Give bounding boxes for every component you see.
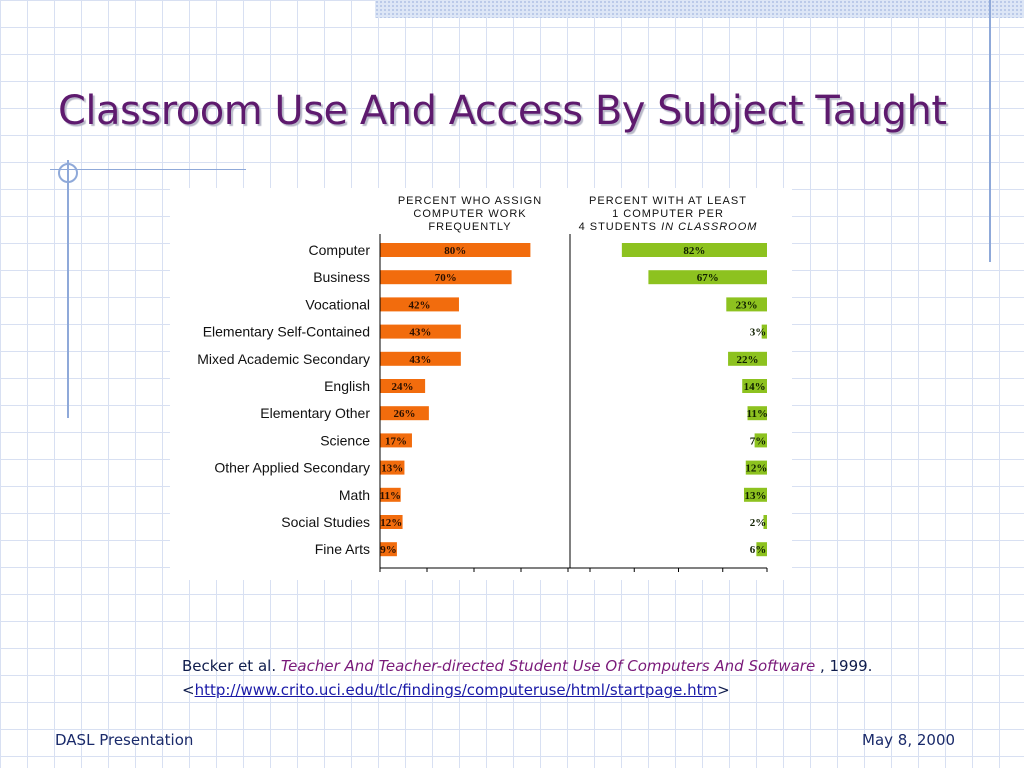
left-bar [380,379,426,393]
right-bar-label: 2% [750,517,767,529]
left-bar-label: 43% [409,327,431,339]
left-bar [380,487,401,502]
left-bar [380,460,405,475]
right-bar-label: 11% [747,408,768,420]
right-bar [743,487,767,502]
category-label: Elementary Other [260,405,370,421]
left-bar-label: 13% [381,463,403,475]
left-accent-line [67,160,69,418]
category-label: Computer [309,242,371,258]
category-label: Business [313,269,370,285]
category-label: Fine Arts [315,541,370,557]
left-bar-label: 12% [380,517,402,529]
right-bar [761,324,767,339]
left-bar [380,515,403,529]
right-bar-label: 7% [750,435,767,447]
category-label: Social Studies [281,514,370,530]
right-bar [726,297,767,312]
right-bar-label: 67% [697,272,719,284]
citation-line-2: <http://www.crito.uci.edu/tlc/findings/c… [182,678,872,702]
right-bar-label: 6% [750,544,767,556]
left-bar-label: 26% [393,408,415,420]
footer-right: May 8, 2000 [862,731,956,749]
category-label: Elementary Self-Contained [203,324,370,340]
right-bar-label: 12% [745,463,767,475]
circle-bullet-icon [58,163,78,183]
left-bar-label: 70% [435,272,457,284]
right-panel-header-line: 1 COMPUTER PER [612,208,724,220]
left-panel-header-line: FREQUENTLY [428,221,511,233]
category-label: English [324,378,370,394]
left-bar [380,406,429,421]
citation-year: , 1999. [819,657,873,675]
right-bar [747,406,767,421]
right-bar [742,379,767,393]
right-header-text: PERCENT WITH AT LEAST [589,195,747,207]
citation-open-bracket: < [182,681,195,699]
citation-line-1: Becker et al. Teacher And Teacher-direct… [182,654,872,678]
title-underline [50,169,246,170]
right-bar [648,270,767,285]
category-label: Science [320,432,370,448]
footer-left: DASL Presentation [55,731,194,749]
right-bar [756,542,767,557]
right-bar-label: 82% [683,245,705,257]
citation: Becker et al. Teacher And Teacher-direct… [182,654,872,702]
category-label: Vocational [305,296,370,312]
category-label: Mixed Academic Secondary [197,351,370,367]
chart-panel: PERCENT WHO ASSIGN COMPUTER WORK FREQUENTL… [170,188,792,580]
right-bar [754,433,767,448]
right-bar-label: 14% [744,381,766,393]
page-title: Classroom Use And Access By Subject Taug… [58,88,947,134]
right-bar-label: 13% [744,490,766,502]
right-bar [763,515,767,529]
right-accent-line [989,0,991,262]
left-bar [380,297,459,312]
category-label: Other Applied Secondary [214,460,370,476]
right-panel-header-line: 4 STUDENTS IN CLASSROOM [579,221,758,233]
citation-title: Teacher And Teacher-directed Student Use… [280,657,816,675]
citation-close-bracket: > [717,681,730,699]
category-label: Math [339,487,370,503]
right-header-text: 1 COMPUTER PER [612,208,724,220]
left-panel-header-line: COMPUTER WORK [413,208,526,220]
right-bar-label: 22% [737,354,759,366]
right-bar [621,243,767,257]
left-bar-label: 11% [380,490,401,502]
left-panel-header-line: PERCENT WHO ASSIGN [398,195,542,207]
left-bar [380,324,461,339]
right-header-text: 4 STUDENTS [579,221,662,233]
left-bar [380,351,461,366]
left-bar-label: 80% [444,245,466,257]
left-bar [380,542,397,557]
left-bar-label: 9% [380,544,397,556]
left-bar [380,433,412,448]
right-bar [728,351,767,366]
right-header-italic-text: IN CLASSROOM [661,221,757,233]
right-bar-label: 3% [750,327,767,339]
left-bar-label: 24% [392,381,414,393]
right-bar [745,460,767,475]
citation-link[interactable]: http://www.crito.uci.edu/tlc/findings/co… [194,681,718,699]
left-bar-label: 17% [385,435,407,447]
left-bar-label: 43% [409,354,431,366]
citation-author: Becker et al. [182,657,277,675]
right-bar-label: 23% [736,299,758,311]
left-bar [380,270,512,285]
left-bar-label: 42% [408,299,430,311]
header-band [375,0,1024,18]
right-panel-header-line: PERCENT WITH AT LEAST [589,195,747,207]
left-bar [380,243,531,257]
